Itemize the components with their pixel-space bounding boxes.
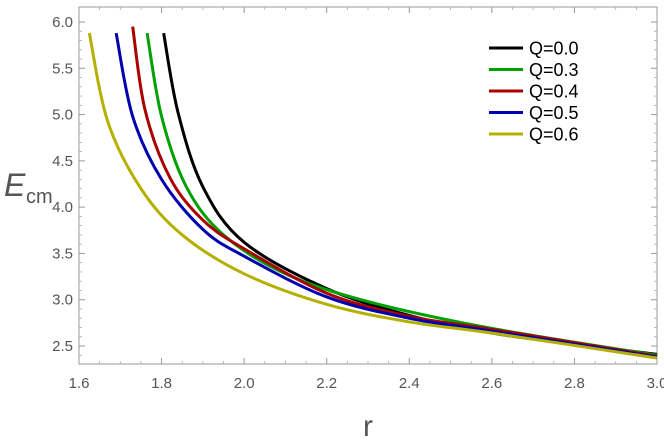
- legend-label: Q=0.3: [529, 60, 579, 80]
- x-tick-label: 1.8: [151, 375, 172, 392]
- y-tick-label: 4.0: [52, 199, 73, 216]
- y-tick-label: 6.0: [52, 14, 73, 31]
- x-tick-label: 2.8: [564, 375, 585, 392]
- series-line-Q=0.5: [114, 32, 658, 359]
- x-axis: 1.6 1.8 2.0 2.2 2.4 2.6 2.8 3.0: [69, 7, 664, 392]
- series-layer: [87, 26, 658, 360]
- legend-label: Q=0.5: [529, 103, 579, 123]
- series-line-Q=0.0: [162, 32, 658, 356]
- x-tick-label: 2.2: [316, 375, 337, 392]
- y-tick-label: 2.5: [52, 338, 73, 355]
- legend-label: Q=0.0: [529, 39, 579, 59]
- y-axis: 2.5 3.0 3.5 4.0 4.5 5.0 5.5 6.0: [52, 14, 657, 356]
- y-tick-label: 4.5: [52, 153, 73, 170]
- legend: Q=0.0Q=0.3Q=0.4Q=0.5Q=0.6: [489, 39, 579, 145]
- series-line-Q=0.4: [131, 26, 658, 358]
- x-tick-label: 1.6: [69, 375, 90, 392]
- y-tick-label: 5.0: [52, 107, 73, 124]
- x-axis-title: r: [363, 410, 373, 443]
- series-line-Q=0.6: [87, 32, 658, 360]
- x-tick-label: 2.6: [481, 375, 502, 392]
- x-tick-label: 2.4: [399, 375, 420, 392]
- y-axis-title-main: E: [4, 167, 26, 203]
- legend-label: Q=0.6: [529, 125, 579, 145]
- x-tick-label: 2.0: [234, 375, 255, 392]
- y-tick-label: 5.5: [52, 60, 73, 77]
- y-tick-label: 3.0: [52, 292, 73, 309]
- y-tick-label: 3.5: [52, 245, 73, 262]
- legend-label: Q=0.4: [529, 82, 579, 102]
- y-axis-title: E cm: [4, 167, 53, 208]
- series-line-Q=0.3: [145, 32, 658, 357]
- x-tick-label: 3.0: [647, 375, 664, 392]
- y-axis-title-sub: cm: [26, 186, 53, 208]
